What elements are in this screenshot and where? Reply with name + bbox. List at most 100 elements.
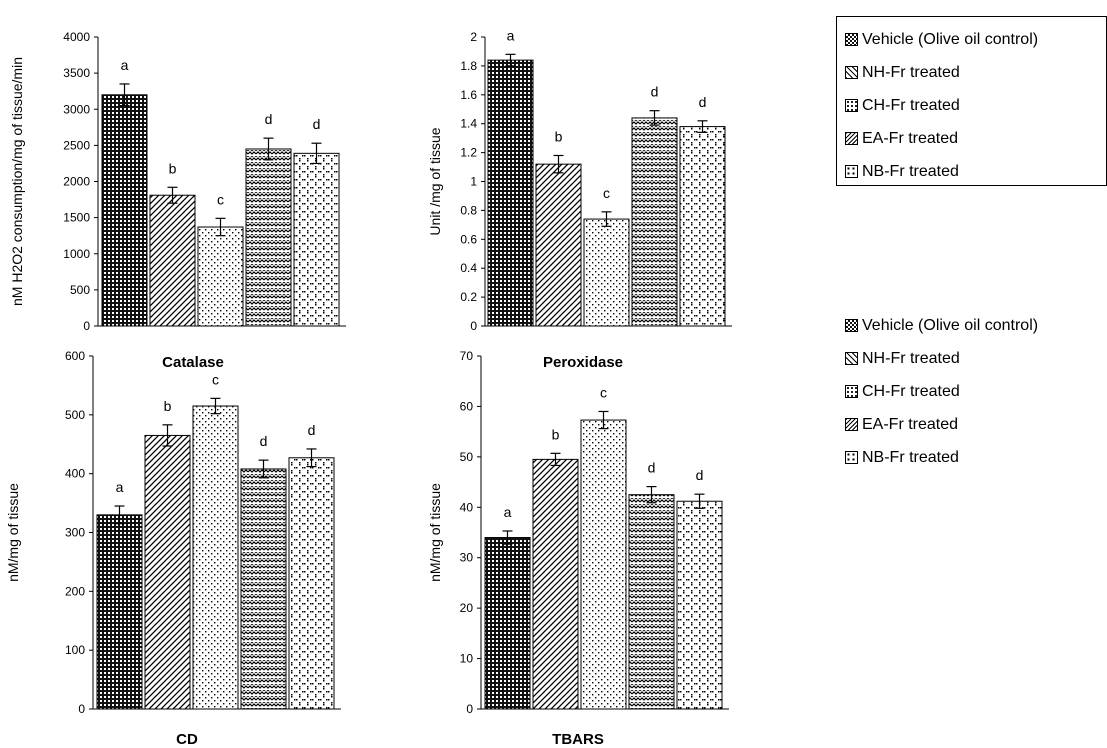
y-tick-label: 0.8	[460, 203, 477, 217]
significance-label: a	[121, 57, 129, 73]
legend-label: EA-Fr treated	[862, 416, 958, 434]
legend-label: Vehicle (Olive oil control)	[862, 31, 1038, 49]
bar	[533, 459, 578, 709]
chart-title: Peroxidase	[543, 354, 623, 371]
chart-title: CD	[176, 731, 198, 748]
legend-item: NH-Fr treated	[845, 342, 1106, 375]
bar	[488, 60, 533, 326]
significance-label: c	[212, 371, 219, 387]
significance-label: a	[116, 479, 124, 495]
legend-swatch-icon	[845, 99, 858, 112]
bar	[680, 127, 725, 326]
y-tick-label: 1.2	[460, 146, 477, 160]
legend-item: CH-Fr treated	[845, 375, 1106, 408]
chart-title: TBARS	[552, 731, 604, 748]
y-tick-label: 0	[83, 319, 90, 333]
y-tick-label: 1500	[63, 211, 90, 225]
y-tick-label: 60	[460, 399, 474, 413]
y-tick-label: 50	[460, 450, 474, 464]
y-tick-label: 400	[65, 467, 85, 481]
significance-label: b	[169, 160, 177, 176]
significance-label: b	[555, 128, 563, 144]
legend-item: NB-Fr treated	[845, 155, 1106, 188]
y-tick-label: 2	[470, 30, 477, 44]
legend-swatch-icon	[845, 132, 858, 145]
y-tick-label: 20	[460, 601, 474, 615]
significance-label: d	[260, 433, 268, 449]
bar	[150, 195, 195, 326]
y-tick-label: 30	[460, 551, 474, 565]
y-tick-label: 10	[460, 652, 474, 666]
significance-label: d	[308, 422, 316, 438]
bar	[629, 495, 674, 709]
y-tick-label: 40	[460, 500, 474, 514]
legend-label: Vehicle (Olive oil control)	[862, 317, 1038, 335]
significance-label: b	[552, 426, 560, 442]
y-tick-label: 1.8	[460, 59, 477, 73]
y-tick-label: 3000	[63, 102, 90, 116]
legend-label: NB-Fr treated	[862, 449, 959, 467]
significance-label: c	[603, 185, 610, 201]
y-tick-label: 500	[65, 408, 85, 422]
bar	[102, 95, 147, 326]
legend-item: CH-Fr treated	[845, 89, 1106, 122]
bar	[289, 458, 334, 709]
y-tick-label: 0.6	[460, 232, 477, 246]
legend-swatch-icon	[845, 418, 858, 431]
legend-swatch-icon	[845, 352, 858, 365]
legend-label: CH-Fr treated	[862, 383, 960, 401]
legend-swatch-icon	[845, 451, 858, 464]
legend-swatch-icon	[845, 385, 858, 398]
significance-label: a	[504, 504, 512, 520]
legend-item: NB-Fr treated	[845, 441, 1106, 474]
chart-title: Catalase	[162, 354, 224, 371]
legend-top: Vehicle (Olive oil control) NH-Fr treate…	[836, 16, 1107, 186]
y-tick-label: 0	[466, 702, 473, 716]
y-tick-label: 3500	[63, 66, 90, 80]
y-tick-label: 2500	[63, 138, 90, 152]
legend-swatch-icon	[845, 165, 858, 178]
significance-label: d	[313, 116, 321, 132]
y-tick-label: 1.6	[460, 88, 477, 102]
legend-item: Vehicle (Olive oil control)	[845, 309, 1106, 342]
significance-label: a	[507, 27, 515, 43]
y-axis-label: nM/mg of tissue	[5, 483, 21, 582]
legend-label: CH-Fr treated	[862, 97, 960, 115]
bar	[193, 406, 238, 709]
legend-bottom: Vehicle (Olive oil control) NH-Fr treate…	[836, 300, 1107, 479]
y-tick-label: 1.4	[460, 117, 477, 131]
y-tick-label: 0	[78, 702, 85, 716]
y-axis-label: nM H2O2 consumption/mg of tissue/min	[9, 57, 25, 306]
legend-label: EA-Fr treated	[862, 130, 958, 148]
y-tick-label: 0.4	[460, 261, 477, 275]
legend-label: NH-Fr treated	[862, 350, 960, 368]
significance-label: d	[699, 94, 707, 110]
legend-item: EA-Fr treated	[845, 122, 1106, 155]
significance-label: d	[265, 111, 273, 127]
bar	[241, 469, 286, 709]
y-tick-label: 600	[65, 349, 85, 363]
y-tick-label: 1	[470, 175, 477, 189]
legend-label: NB-Fr treated	[862, 163, 959, 181]
y-tick-label: 2000	[63, 175, 90, 189]
y-tick-label: 70	[460, 349, 474, 363]
significance-label: c	[217, 191, 224, 207]
significance-label: b	[164, 398, 172, 414]
y-tick-label: 500	[70, 283, 90, 297]
legend-item: EA-Fr treated	[845, 408, 1106, 441]
significance-label: c	[600, 384, 607, 400]
bar	[198, 227, 243, 326]
y-tick-label: 1000	[63, 247, 90, 261]
significance-label: d	[696, 467, 704, 483]
bar	[485, 538, 530, 709]
bar	[294, 153, 339, 326]
y-tick-label: 300	[65, 526, 85, 540]
legend-item: NH-Fr treated	[845, 56, 1106, 89]
bar	[246, 149, 291, 326]
bar	[632, 118, 677, 326]
legend-item: Vehicle (Olive oil control)	[845, 23, 1106, 56]
significance-label: d	[651, 84, 659, 100]
legend-swatch-icon	[845, 33, 858, 46]
bar	[97, 515, 142, 709]
y-tick-label: 0	[470, 319, 477, 333]
